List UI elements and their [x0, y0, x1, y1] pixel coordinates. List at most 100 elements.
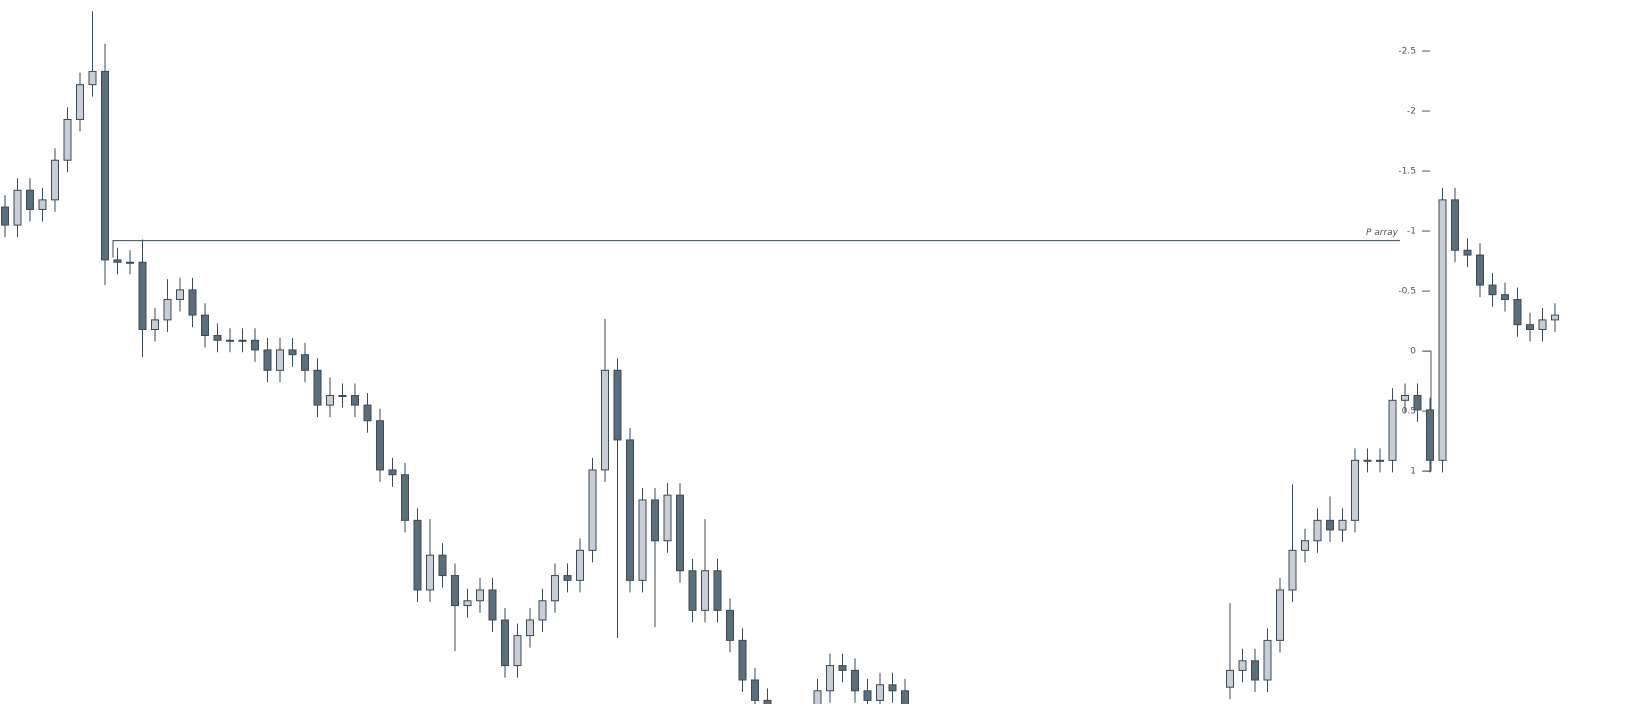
candle-body [551, 575, 559, 602]
annotation-label: P array [1366, 228, 1399, 238]
candle-body [163, 298, 172, 321]
candle-body [1526, 324, 1534, 330]
candle-body [513, 635, 522, 667]
candle-body [1226, 669, 1234, 688]
y-tick-label: -2 [1407, 107, 1416, 117]
candle-body [1426, 409, 1434, 461]
candle-body [138, 261, 147, 330]
candle-body [1513, 298, 1522, 326]
candle-body [76, 84, 84, 120]
candle-body [526, 619, 534, 637]
candle-body [88, 70, 97, 86]
candle-body [1476, 254, 1484, 286]
candle-body [238, 339, 247, 342]
candle-body [1413, 395, 1422, 411]
candle-body [738, 639, 747, 681]
candle-body [376, 420, 384, 471]
candle-body [613, 369, 622, 441]
candle-body [663, 494, 672, 542]
candle-body [313, 369, 322, 406]
y-tick-label: -1 [1407, 227, 1416, 237]
y-tick-label: 0 [1410, 347, 1416, 357]
candle-body [1538, 319, 1547, 330]
y-tick-label: 0.5 [1402, 407, 1416, 417]
candle-body [1301, 540, 1309, 551]
candle-body [651, 499, 659, 542]
candle-body [338, 395, 347, 398]
candle-body [288, 349, 297, 356]
candle-body [838, 665, 847, 671]
y-tick-label: -1.5 [1398, 167, 1416, 177]
y-tick-label: -2.5 [1398, 47, 1416, 57]
candle-body [426, 554, 434, 591]
candle-body [701, 570, 709, 611]
candle-body [251, 339, 259, 351]
candle-body [688, 570, 697, 611]
candle-body [451, 575, 459, 607]
candle-body [301, 354, 309, 371]
candle-body [726, 609, 734, 641]
candle-body [851, 669, 859, 692]
y-tick-label: 1 [1410, 467, 1416, 477]
candle-body [488, 589, 497, 621]
annotation-line [112, 240, 1400, 258]
candle-body [213, 334, 222, 341]
candle-body [563, 575, 572, 581]
candle-body [276, 349, 284, 371]
candle-body [438, 554, 447, 577]
candle-body [501, 619, 509, 667]
candle-body [401, 474, 409, 521]
candle-body [188, 289, 197, 316]
candle-body [1488, 284, 1497, 296]
candle-body [263, 349, 272, 371]
candle-body [888, 684, 897, 692]
candle-body [51, 159, 59, 201]
candle-body [38, 199, 47, 210]
y-tick-label: -0.5 [1398, 287, 1416, 297]
candle-body [626, 439, 634, 581]
candle-body [363, 404, 372, 422]
candle-body [1376, 459, 1384, 462]
candle-body [1326, 519, 1334, 531]
candle-body [1451, 199, 1459, 251]
candle-body [226, 339, 234, 342]
candle-body [638, 499, 647, 581]
candle-body [826, 665, 834, 692]
candle-body [1263, 639, 1272, 681]
candle-body [1363, 459, 1372, 462]
candle-body [201, 314, 209, 336]
candle-body [476, 589, 484, 602]
candle-body [588, 469, 597, 551]
candle-body [576, 549, 584, 581]
candle-body [751, 679, 759, 701]
candle-body [413, 519, 422, 591]
candle-body [538, 600, 547, 621]
candle-body [1338, 519, 1347, 531]
candle-body [1251, 660, 1259, 681]
candle-body [763, 699, 772, 704]
candle-body [1238, 660, 1247, 671]
candle-body [388, 469, 397, 476]
candle-body [676, 494, 684, 572]
candle-body [1401, 395, 1409, 401]
candle-body [713, 570, 722, 611]
candle-body [1438, 199, 1447, 461]
candle-body [463, 600, 472, 607]
candle-body [813, 690, 822, 704]
candle-body [863, 690, 872, 701]
candle-body [1, 206, 9, 226]
candle-body [1313, 519, 1322, 542]
candle-body [1463, 249, 1472, 256]
candle-body [1501, 294, 1509, 300]
candle-body [351, 395, 359, 406]
candle-body [1351, 459, 1359, 521]
candle-body [101, 70, 109, 261]
candle-body [113, 259, 122, 263]
candle-body [1288, 549, 1297, 591]
candle-body [1551, 314, 1559, 321]
candle-body [901, 690, 909, 704]
candle-body [176, 289, 184, 300]
candle-body [26, 189, 34, 210]
candle-body [876, 684, 884, 701]
